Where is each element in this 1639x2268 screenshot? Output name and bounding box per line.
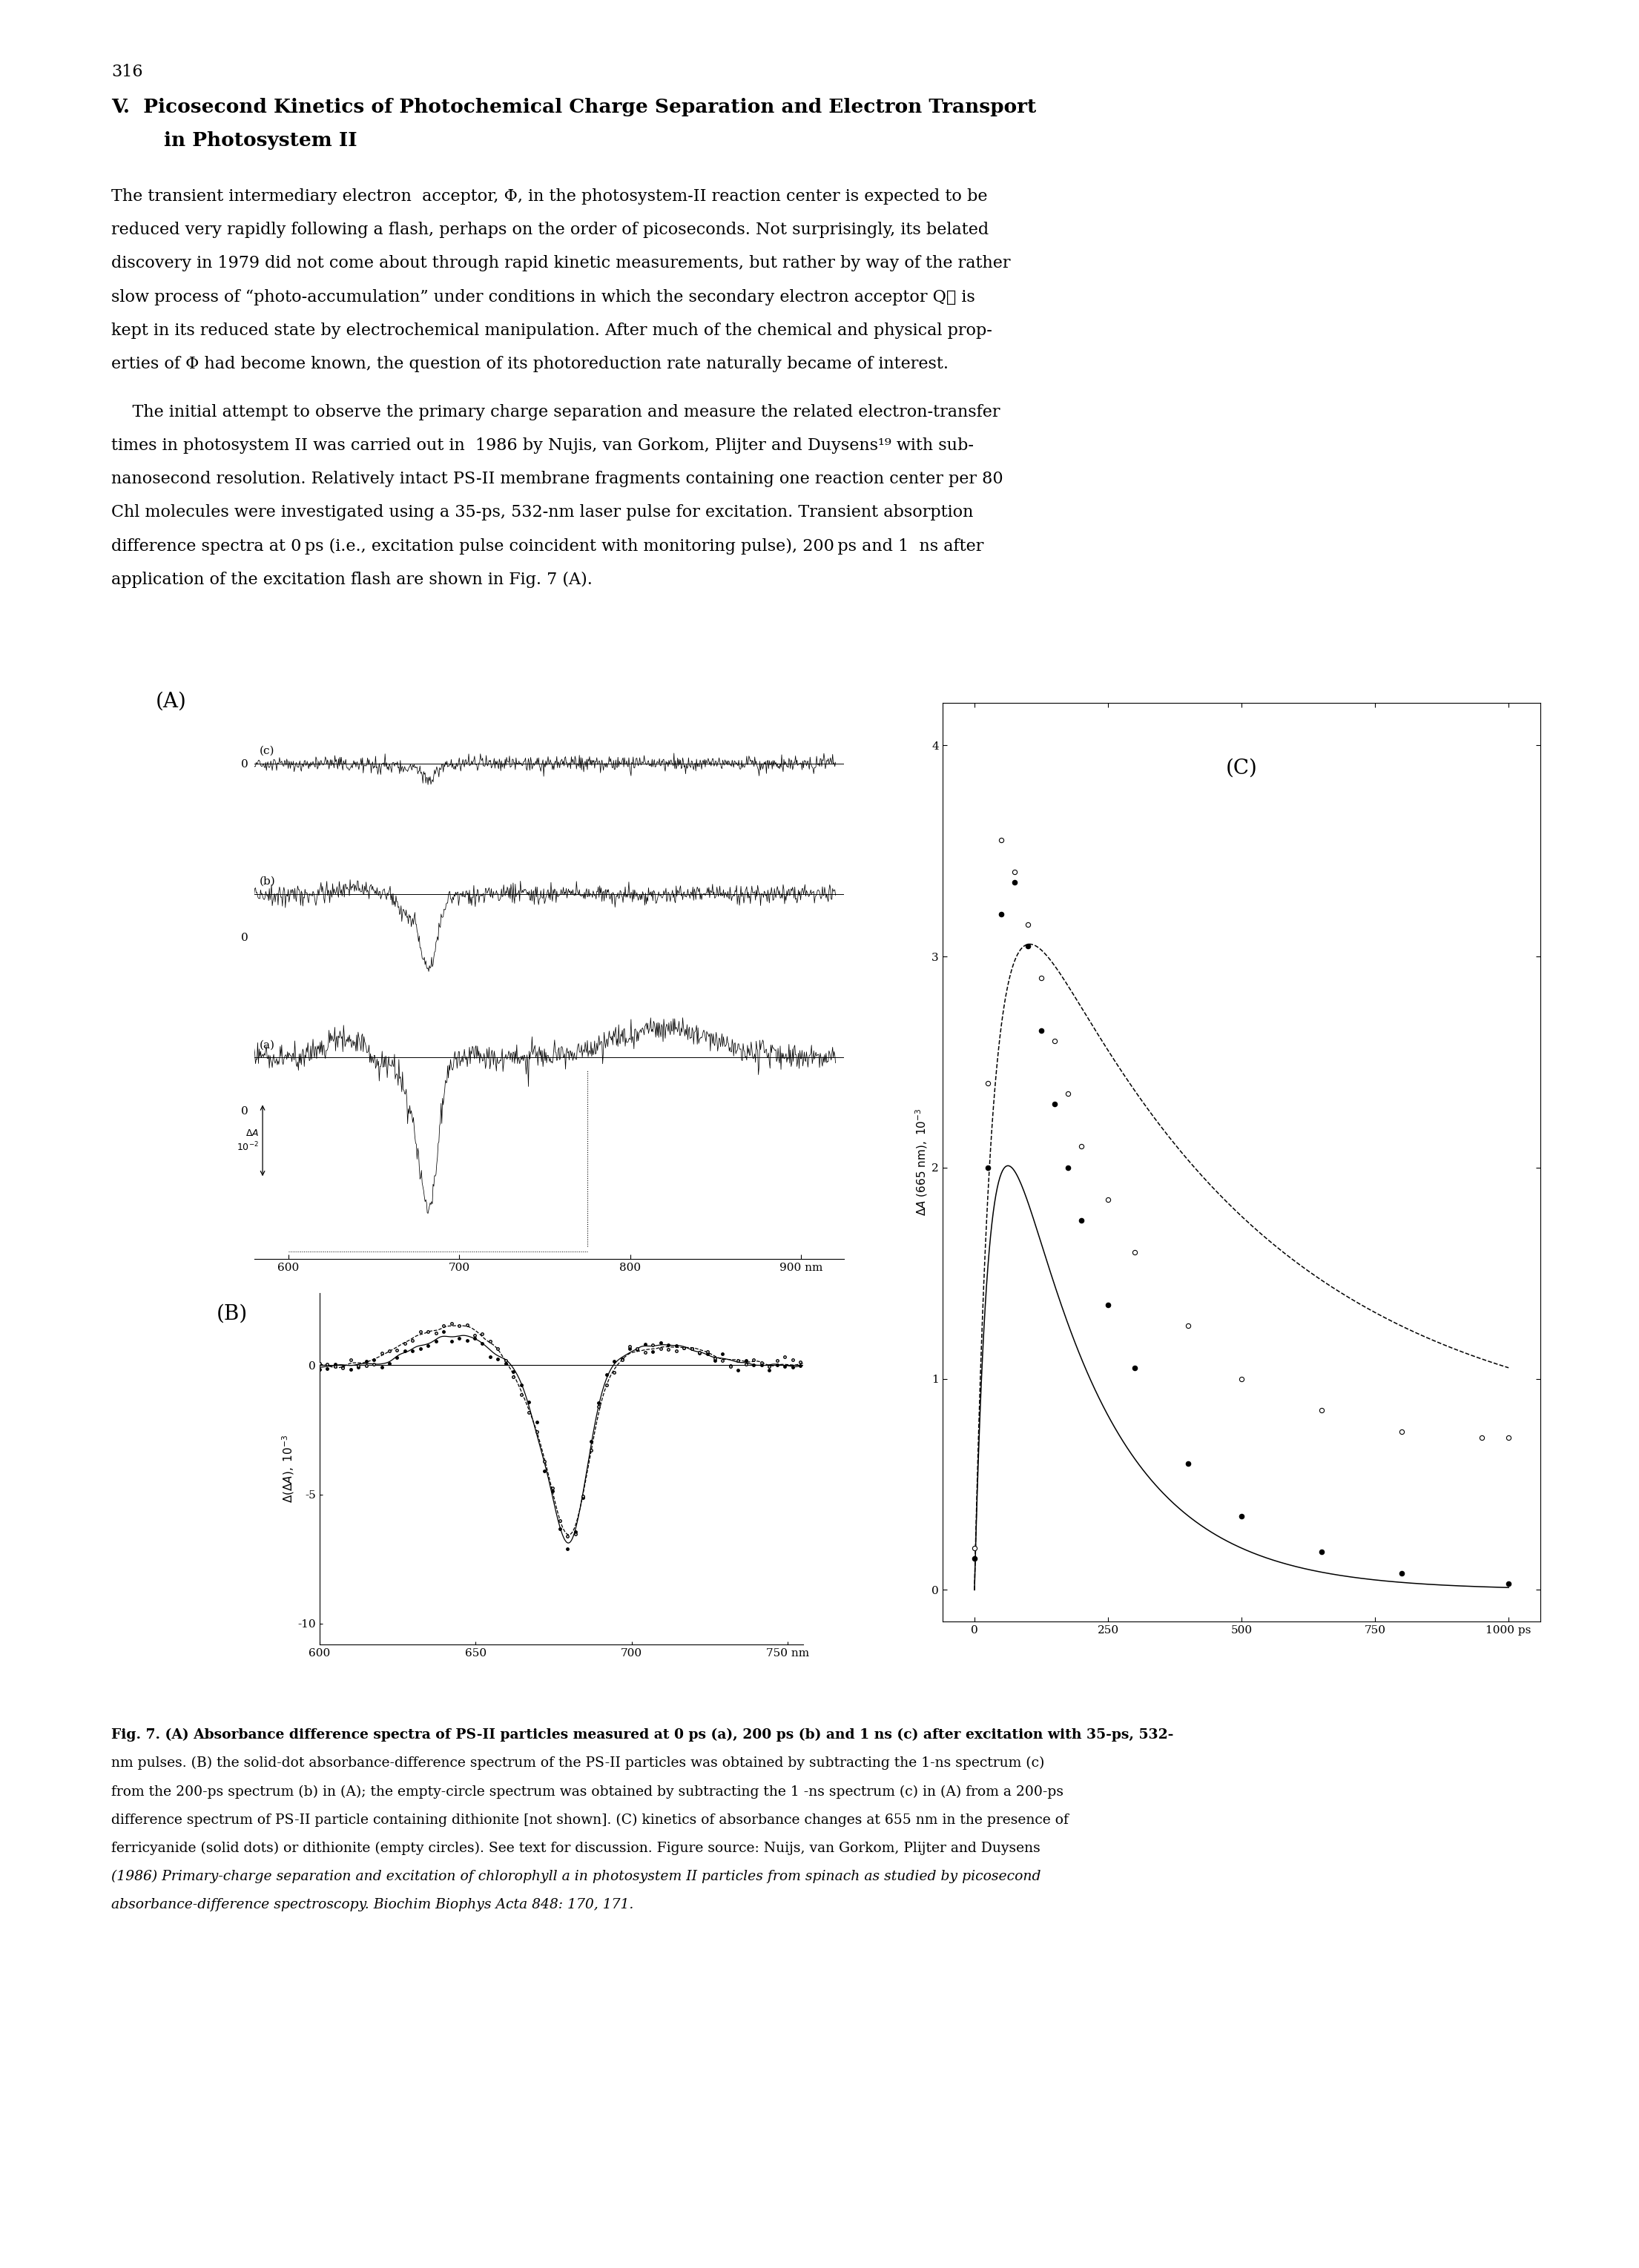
Text: erties of Φ had become known, the question of its photoreduction rate naturally : erties of Φ had become known, the questi… (111, 356, 949, 372)
Point (1095, 1286, 1121, 1322)
Text: 0: 0 (241, 1107, 247, 1116)
Text: 0: 0 (241, 760, 247, 769)
Text: nanosecond resolution. Relatively intact PS-II membrane fragments containing one: nanosecond resolution. Relatively intact… (111, 472, 1003, 488)
Point (1229, 1497, 1255, 1533)
Text: (c): (c) (259, 746, 274, 755)
Text: slow process of “photo-accumulation” under conditions in which the secondary ele: slow process of “photo-accumulation” und… (111, 288, 975, 306)
Point (1388, 1413, 1414, 1449)
Point (975, 1150, 1001, 1186)
Text: (A): (A) (156, 692, 187, 712)
Text: difference spectra at 0 ps (i.e., excitation pulse coincident with monitoring pu: difference spectra at 0 ps (i.e., excita… (111, 538, 983, 553)
Point (1175, 1445, 1201, 1481)
Point (1308, 1393, 1334, 1429)
Point (1495, 1420, 1521, 1456)
Point (1041, 1023, 1067, 1059)
Point (1095, 1182, 1121, 1218)
Text: (C): (C) (1226, 758, 1257, 778)
Text: from the 200-ps spectrum (b) in (A); the empty-circle spectrum was obtained by s: from the 200-ps spectrum (b) in (A); the… (111, 1785, 1064, 1799)
Y-axis label: $\Delta(\Delta A),\ 10^{-3}$: $\Delta(\Delta A),\ 10^{-3}$ (280, 1433, 295, 1504)
Text: V.  Picosecond Kinetics of Photochemical Charge Separation and Electron Transpor: V. Picosecond Kinetics of Photochemical … (111, 98, 1036, 116)
Text: nm pulses. (B) the solid-dot absorbance-difference spectrum of the PS-II particl: nm pulses. (B) the solid-dot absorbance-… (111, 1755, 1044, 1769)
Point (1495, 1565, 1521, 1601)
Text: kept in its reduced state by electrochemical manipulation. After much of the che: kept in its reduced state by electrochem… (111, 322, 993, 338)
Point (1041, 1086, 1067, 1123)
Text: (B): (B) (216, 1304, 247, 1325)
Point (1121, 1234, 1147, 1270)
Point (1056, 1075, 1082, 1111)
Point (988, 896, 1015, 932)
Text: Fig. 7. (A) Absorbance difference spectra of PS-II particles measured at 0 ps (a: Fig. 7. (A) Absorbance difference spectr… (111, 1728, 1174, 1742)
Text: The transient intermediary electron  acceptor, Φ, in the photosystem-II reaction: The transient intermediary electron acce… (111, 188, 988, 204)
Point (1015, 907, 1041, 943)
Point (962, 1529, 988, 1565)
Point (1056, 1150, 1082, 1186)
Point (1229, 1361, 1255, 1397)
Text: 0: 0 (241, 932, 247, 943)
Point (962, 1540, 988, 1576)
Text: Chl molecules were investigated using a 35-ps, 532-nm laser pulse for excitation: Chl molecules were investigated using a … (111, 503, 974, 522)
Point (1175, 1309, 1201, 1345)
Point (1469, 1420, 1495, 1456)
Point (1028, 959, 1054, 996)
Point (1069, 1202, 1095, 1238)
Point (1388, 1556, 1414, 1592)
Point (1015, 928, 1041, 964)
Text: discovery in 1979 did not come about through rapid kinetic measurements, but rat: discovery in 1979 did not come about thr… (111, 256, 1011, 272)
Point (1001, 864, 1028, 900)
Point (1001, 853, 1028, 889)
Y-axis label: $\Delta A\ (665\ \mathrm{nm}),\ 10^{-3}$: $\Delta A\ (665\ \mathrm{nm}),\ 10^{-3}$ (915, 1109, 929, 1216)
Text: The initial attempt to observe the primary charge separation and measure the rel: The initial attempt to observe the prima… (111, 404, 1000, 420)
Text: (a): (a) (259, 1039, 275, 1050)
Text: reduced very rapidly following a flash, perhaps on the order of picoseconds. Not: reduced very rapidly following a flash, … (111, 222, 988, 238)
Point (1121, 1349, 1147, 1386)
Point (1028, 1012, 1054, 1048)
Text: 316: 316 (111, 64, 143, 79)
Point (988, 823, 1015, 860)
Point (975, 1066, 1001, 1102)
Text: difference spectrum of PS-II particle containing dithionite [not shown]. (C) kin: difference spectrum of PS-II particle co… (111, 1814, 1069, 1826)
Text: absorbance-difference spectroscopy. Biochim Biophys Acta 848: 170, 171.: absorbance-difference spectroscopy. Bioc… (111, 1898, 634, 1912)
Text: (b): (b) (259, 875, 275, 887)
Text: times in photosystem II was carried out in  1986 by Nujis, van Gorkom, Plijter a: times in photosystem II was carried out … (111, 438, 974, 454)
Text: ferricyanide (solid dots) or dithionite (empty circles). See text for discussion: ferricyanide (solid dots) or dithionite … (111, 1842, 1041, 1855)
Text: application of the excitation flash are shown in Fig. 7 (A).: application of the excitation flash are … (111, 572, 593, 587)
Text: (1986) Primary-charge separation and excitation of chlorophyll a in photosystem : (1986) Primary-charge separation and exc… (111, 1869, 1041, 1882)
Point (1069, 1129, 1095, 1166)
Text: $\Delta A$
$10^{-2}$: $\Delta A$ $10^{-2}$ (238, 1127, 259, 1152)
Point (1308, 1533, 1334, 1569)
Text: in Photosystem II: in Photosystem II (164, 132, 357, 150)
